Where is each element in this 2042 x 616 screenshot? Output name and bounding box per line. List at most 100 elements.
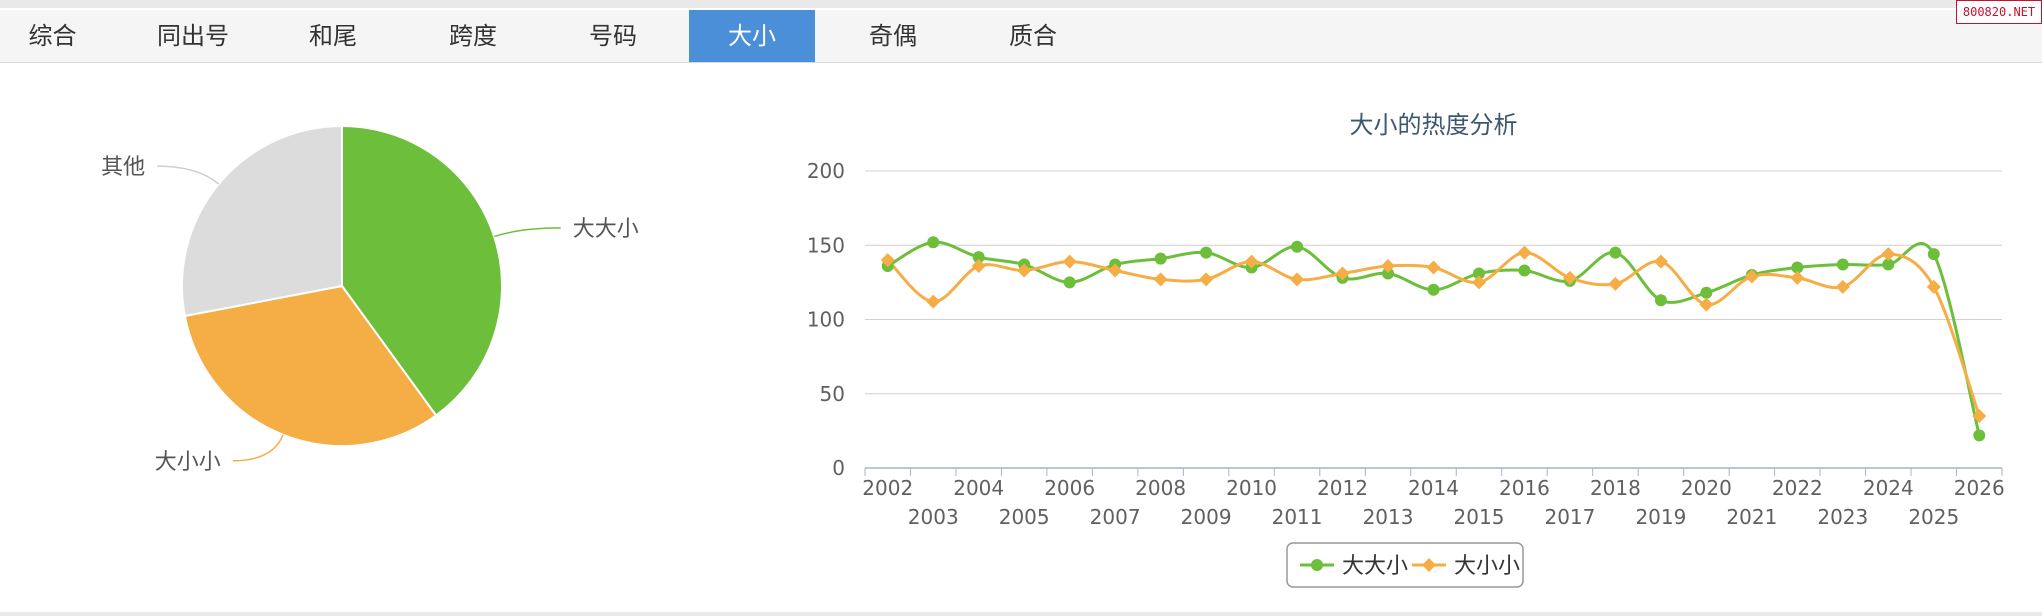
data-point[interactable] (1836, 258, 1849, 271)
data-point[interactable] (1926, 279, 1941, 294)
data-point[interactable] (1517, 245, 1532, 260)
line-chart: 大小的热度分析 0 50 100 150 200 2002 2003 2004 2005 2006 2… (807, 111, 2005, 588)
data-point[interactable] (1200, 246, 1213, 259)
data-point[interactable] (1881, 247, 1896, 262)
y-tick-label: 50 (820, 382, 845, 406)
data-point[interactable] (1699, 297, 1714, 312)
x-tick-label: 2025 (1908, 505, 1959, 529)
data-point[interactable] (1882, 258, 1895, 271)
y-tick-label: 150 (807, 233, 845, 257)
data-point[interactable] (1427, 283, 1440, 296)
x-tick-label: 2007 (1090, 505, 1141, 529)
data-point[interactable] (1382, 267, 1395, 280)
tab-same-numbers[interactable]: 同出号 (157, 22, 229, 50)
data-point[interactable] (1608, 276, 1623, 291)
pie-chart-panel: 大大小大小小 其他 (0, 63, 790, 611)
data-point[interactable] (1835, 279, 1850, 294)
x-tick-label: 2026 (1954, 476, 2005, 500)
x-tick-label: 2009 (1181, 505, 1232, 529)
y-tick-label: 100 (807, 308, 845, 332)
tab-big-small[interactable]: 大小 (689, 10, 815, 62)
x-tick-label: 2011 (1272, 505, 1323, 529)
x-tick-label: 2018 (1590, 476, 1641, 500)
x-tick-label: 2020 (1681, 476, 1732, 500)
tab-sum-tail[interactable]: 和尾 (309, 22, 357, 50)
data-point[interactable] (1426, 260, 1441, 275)
tab-span[interactable]: 跨度 (449, 22, 497, 50)
data-point[interactable] (1744, 269, 1759, 284)
data-point[interactable] (1790, 270, 1805, 285)
data-point[interactable] (1154, 252, 1167, 265)
tab-odd-even[interactable]: 奇偶 (869, 22, 917, 50)
pie-label-connector (493, 227, 561, 238)
legend-label: 大大小 (1342, 554, 1408, 579)
x-tick-label: 2024 (1863, 476, 1914, 500)
x-tick-label: 2022 (1772, 476, 1823, 500)
pie-label-connector (232, 434, 284, 462)
x-tick-label: 2005 (999, 505, 1050, 529)
pie-slice-label: 大大小 (573, 217, 639, 242)
data-point[interactable] (1791, 261, 1804, 274)
data-point[interactable] (1244, 254, 1259, 269)
legend-item[interactable]: 大小小 (1412, 554, 1520, 579)
tab-overall[interactable]: 综合 (28, 22, 77, 50)
x-tick-label: 2013 (1363, 505, 1414, 529)
data-point[interactable] (1471, 275, 1486, 290)
data-point[interactable] (1291, 240, 1304, 253)
x-tick-label: 2023 (1817, 505, 1868, 529)
x-tick-label: 2004 (953, 476, 1004, 500)
legend-marker (1422, 558, 1436, 572)
x-tick-label: 2015 (1454, 505, 1505, 529)
x-tick-label: 2010 (1226, 476, 1277, 500)
pie-slice[interactable] (183, 284, 438, 447)
chart-legend: 大大小 大小小 (1286, 542, 1524, 588)
data-point[interactable] (1562, 270, 1577, 285)
x-tick-label: 2002 (862, 476, 913, 500)
x-tick-label: 2006 (1044, 476, 1095, 500)
tab-prime-composite[interactable]: 质合 (1009, 22, 1057, 50)
data-point[interactable] (1654, 294, 1667, 307)
bottom-border (0, 612, 2042, 616)
data-point[interactable] (1973, 429, 1986, 442)
data-point[interactable] (927, 236, 940, 249)
data-point[interactable] (880, 253, 895, 268)
data-point[interactable] (1108, 263, 1123, 278)
pie-slice[interactable] (181, 124, 343, 318)
x-tick-label: 2003 (908, 505, 959, 529)
data-point[interactable] (1017, 263, 1032, 278)
y-tick-label: 200 (807, 159, 845, 183)
data-point[interactable] (972, 251, 985, 264)
pie-slice-label: 其他 (101, 155, 145, 180)
data-point[interactable] (1153, 272, 1168, 287)
line-chart-panel: 大小的热度分析 0 50 100 150 200 2002 2003 2004 2005 2006 2… (790, 63, 2042, 611)
data-point[interactable] (1609, 246, 1622, 259)
data-point[interactable] (1518, 264, 1531, 277)
top-border (0, 0, 2042, 8)
data-point[interactable] (1063, 276, 1076, 289)
data-point[interactable] (1927, 248, 1940, 261)
x-tick-label: 2016 (1499, 476, 1550, 500)
data-point[interactable] (926, 294, 941, 309)
pie-label-connector (157, 165, 220, 185)
x-tick-label: 2017 (1544, 505, 1595, 529)
data-point[interactable] (971, 259, 986, 274)
data-point[interactable] (1062, 254, 1077, 269)
legend-item[interactable]: 大大小 (1300, 554, 1408, 579)
pie-slice[interactable] (341, 124, 503, 417)
data-point[interactable] (1472, 267, 1485, 280)
data-point[interactable] (1972, 409, 1987, 424)
data-point[interactable] (1700, 286, 1713, 299)
data-point[interactable] (1290, 272, 1305, 287)
legend-label: 大小小 (1454, 554, 1520, 579)
x-tick-label: 2012 (1317, 476, 1368, 500)
data-point[interactable] (1381, 259, 1396, 274)
data-point[interactable] (1653, 254, 1668, 269)
data-point[interactable] (1199, 272, 1214, 287)
tab-number[interactable]: 号码 (589, 22, 637, 50)
x-tick-label: 2019 (1635, 505, 1686, 529)
legend-marker (1311, 559, 1323, 571)
legend-box (1286, 542, 1524, 588)
x-tick-label: 2021 (1726, 505, 1777, 529)
pie-slice-label: 大小小 (155, 450, 221, 475)
data-point[interactable] (1335, 266, 1350, 281)
